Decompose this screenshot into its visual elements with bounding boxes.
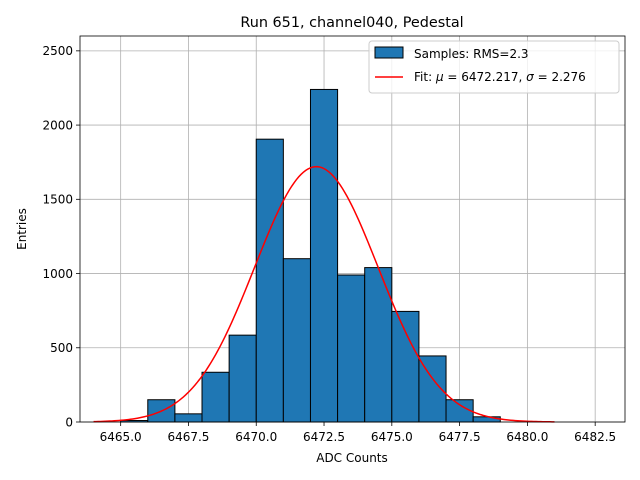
y-tick-label: 1500	[42, 193, 73, 207]
y-axis-label: Entries	[15, 208, 29, 250]
x-tick-label: 6467.5	[167, 430, 209, 444]
x-tick-label: 6480.0	[506, 430, 548, 444]
y-tick-label: 2000	[42, 118, 73, 132]
histogram-bars	[120, 88, 501, 423]
legend-histogram-label: Samples: RMS=2.3	[414, 47, 529, 61]
y-tick-label: 2500	[42, 44, 73, 58]
y-tick-label: 0	[65, 415, 73, 429]
x-axis-label: ADC Counts	[316, 451, 388, 465]
histogram-bar	[309, 88, 339, 423]
histogram-bar	[201, 371, 230, 423]
grid-lines	[80, 36, 625, 423]
y-axis-ticks: 0 500 1000 1500 2000 2500	[42, 44, 80, 429]
histogram-bar	[282, 258, 311, 423]
histogram-bar	[337, 274, 366, 423]
histogram-bar	[255, 138, 284, 423]
legend-box	[368, 40, 620, 94]
x-tick-label: 6477.5	[439, 430, 481, 444]
x-tick-label: 6475.0	[371, 430, 413, 444]
fit-curve	[93, 165, 555, 423]
legend-histogram-swatch	[374, 46, 404, 59]
chart-title: Run 651, channel040, Pedestal	[240, 15, 463, 31]
histogram-bar	[228, 334, 257, 423]
y-tick-label: 1000	[42, 267, 73, 281]
y-tick-label: 500	[50, 341, 73, 355]
legend: Samples: RMS=2.3 Fit: μ = 6472.217, σ = …	[368, 40, 620, 94]
plot-frame	[79, 35, 626, 423]
x-tick-label: 6472.5	[303, 430, 345, 444]
histogram-bar	[174, 413, 203, 423]
x-axis-ticks: 6465.0 6467.5 6470.0 6472.5 6475.0 6477.5 6480…	[100, 422, 616, 444]
x-tick-label: 6482.5	[574, 430, 616, 444]
x-tick-label: 6470.0	[235, 430, 277, 444]
x-tick-label: 6465.0	[100, 430, 142, 444]
histogram-bar	[391, 310, 420, 423]
legend-fit-label: Fit: μ = 6472.217, σ = 2.276	[414, 70, 586, 84]
